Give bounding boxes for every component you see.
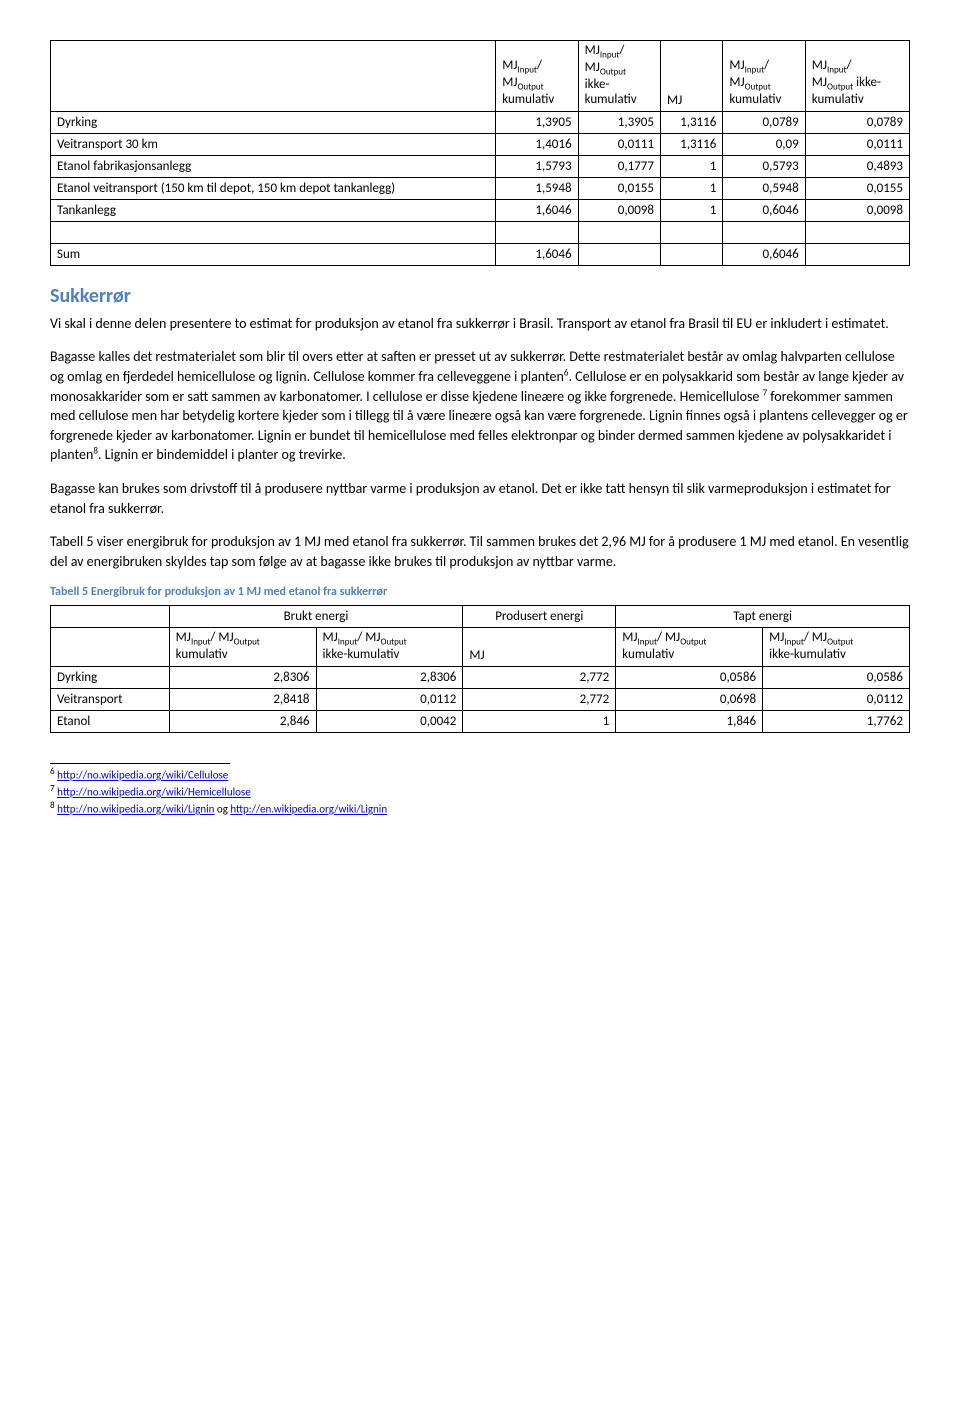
table-row: Dyrking2,83062,83062,7720,05860,0586: [51, 667, 910, 689]
table2-group-header-row: Brukt energi Produsert energi Tapt energ…: [51, 606, 910, 628]
row-label: Etanol: [51, 711, 170, 733]
footnote-7: 7 http://no.wikipedia.org/wiki/Hemicellu…: [50, 783, 910, 800]
cell: 0,5793: [723, 155, 805, 177]
cell: 1,6046: [496, 243, 578, 265]
sum-row: Sum1,6046 0,6046: [51, 243, 910, 265]
cell: 1: [660, 155, 722, 177]
col-header-2: MJInput/ MJOutput ikke- kumulativ: [578, 41, 660, 112]
cell: 0,0112: [316, 689, 463, 711]
energy-table-2: Brukt energi Produsert energi Tapt energ…: [50, 605, 910, 733]
group-header-used: Brukt energi: [169, 606, 463, 628]
sub-header-1: MJInput/ MJOutput kumulativ: [169, 628, 316, 667]
cell: 0,09: [723, 133, 805, 155]
cell: 1,3116: [660, 111, 722, 133]
row-label: Dyrking: [51, 667, 170, 689]
row-label: Etanol veitransport (150 km til depot, 1…: [51, 177, 496, 199]
cell: [805, 243, 909, 265]
col-header-1: MJInput/ MJOutput kumulativ: [496, 41, 578, 112]
cell: 1,3905: [578, 111, 660, 133]
group-header-produced: Produsert energi: [463, 606, 616, 628]
table-row: Etanol veitransport (150 km til depot, 1…: [51, 177, 910, 199]
cell: 0,0155: [578, 177, 660, 199]
row-label: Etanol fabrikasjonsanlegg: [51, 155, 496, 177]
table-row: Dyrking1,39051,39051,31160,07890,0789: [51, 111, 910, 133]
col-empty: [51, 606, 170, 628]
cell: 1,846: [616, 711, 763, 733]
row-label: Sum: [51, 243, 496, 265]
blank-row: [51, 221, 910, 243]
table-row: Etanol fabrikasjonsanlegg1,57930,177710,…: [51, 155, 910, 177]
energy-table-1: MJInput/ MJOutput kumulativ MJInput/ MJO…: [50, 40, 910, 266]
cell: [660, 243, 722, 265]
cell: 0,0042: [316, 711, 463, 733]
cell: 0,0111: [805, 133, 909, 155]
cell: 0,0111: [578, 133, 660, 155]
cell: 1: [660, 199, 722, 221]
cell: 2,772: [463, 667, 616, 689]
cell: 1,4016: [496, 133, 578, 155]
cell: 0,6046: [723, 199, 805, 221]
col-label-empty: [51, 41, 496, 112]
cell: 0,6046: [723, 243, 805, 265]
cell: 0,0789: [805, 111, 909, 133]
paragraph-4: Tabell 5 viser energibruk for produksjon…: [50, 532, 910, 571]
table-row: Tankanlegg1,60460,009810,60460,0098: [51, 199, 910, 221]
cell: 0,0698: [616, 689, 763, 711]
cell: 1: [660, 177, 722, 199]
cell: 2,8306: [316, 667, 463, 689]
cell: 0,0112: [763, 689, 910, 711]
table-row: Etanol2,8460,004211,8461,7762: [51, 711, 910, 733]
table-row: Veitransport2,84180,01122,7720,06980,011…: [51, 689, 910, 711]
cell: 0,0098: [578, 199, 660, 221]
col-header-4: MJInput/ MJOutput kumulativ: [723, 41, 805, 112]
cell: 0,0098: [805, 199, 909, 221]
group-header-lost: Tapt energi: [616, 606, 910, 628]
sub-header-5: MJInput/ MJOutput ikke-kumulativ: [763, 628, 910, 667]
row-label: Tankanlegg: [51, 199, 496, 221]
footnote-link-7[interactable]: http://no.wikipedia.org/wiki/Hemicellulo…: [57, 786, 251, 799]
cell: 0,0155: [805, 177, 909, 199]
cell: [578, 243, 660, 265]
cell: 1,6046: [496, 199, 578, 221]
cell: 0,4893: [805, 155, 909, 177]
paragraph-3: Bagasse kan brukes som drivstoff til å p…: [50, 479, 910, 518]
row-label: Veitransport: [51, 689, 170, 711]
footnote-6: 6 http://no.wikipedia.org/wiki/Cellulose: [50, 766, 910, 783]
cell: 2,772: [463, 689, 616, 711]
cell: 0,0586: [616, 667, 763, 689]
cell: 2,8306: [169, 667, 316, 689]
cell: 0,5948: [723, 177, 805, 199]
cell: 2,8418: [169, 689, 316, 711]
table-header-row: MJInput/ MJOutput kumulativ MJInput/ MJO…: [51, 41, 910, 112]
cell: 0,0789: [723, 111, 805, 133]
cell: 1,3905: [496, 111, 578, 133]
table-row: Veitransport 30 km1,40160,01111,31160,09…: [51, 133, 910, 155]
cell: 1,7762: [763, 711, 910, 733]
section-heading-sukkerror: Sukkerrør: [50, 284, 910, 308]
cell: 1: [463, 711, 616, 733]
cell: 1,3116: [660, 133, 722, 155]
footnote-link-8a[interactable]: http://no.wikipedia.org/wiki/Lignin: [57, 803, 214, 816]
table2-sub-header-row: MJInput/ MJOutput kumulativ MJInput/ MJO…: [51, 628, 910, 667]
cell: 2,846: [169, 711, 316, 733]
table-caption: Tabell 5 Energibruk for produksjon av 1 …: [50, 585, 910, 599]
sub-header-3: MJ: [463, 628, 616, 667]
sub-header-4: MJInput/ MJOutput kumulativ: [616, 628, 763, 667]
col-header-5: MJInput/ MJOutput ikke- kumulativ: [805, 41, 909, 112]
paragraph-1: Vi skal i denne delen presentere to esti…: [50, 314, 910, 334]
row-label: Dyrking: [51, 111, 496, 133]
footnote-link-8b[interactable]: http://en.wikipedia.org/wiki/Lignin: [230, 803, 387, 816]
row-label: Veitransport 30 km: [51, 133, 496, 155]
sub-header-2: MJInput/ MJOutput ikke-kumulativ: [316, 628, 463, 667]
cell: 0,0586: [763, 667, 910, 689]
col-header-3: MJ: [660, 41, 722, 112]
paragraph-2: Bagasse kalles det restmaterialet som bl…: [50, 347, 910, 465]
cell: 1,5793: [496, 155, 578, 177]
cell: 1,5948: [496, 177, 578, 199]
footnote-8: 8 http://no.wikipedia.org/wiki/Lignin og…: [50, 800, 910, 817]
footnote-link-6[interactable]: http://no.wikipedia.org/wiki/Cellulose: [57, 769, 228, 782]
cell: 0,1777: [578, 155, 660, 177]
